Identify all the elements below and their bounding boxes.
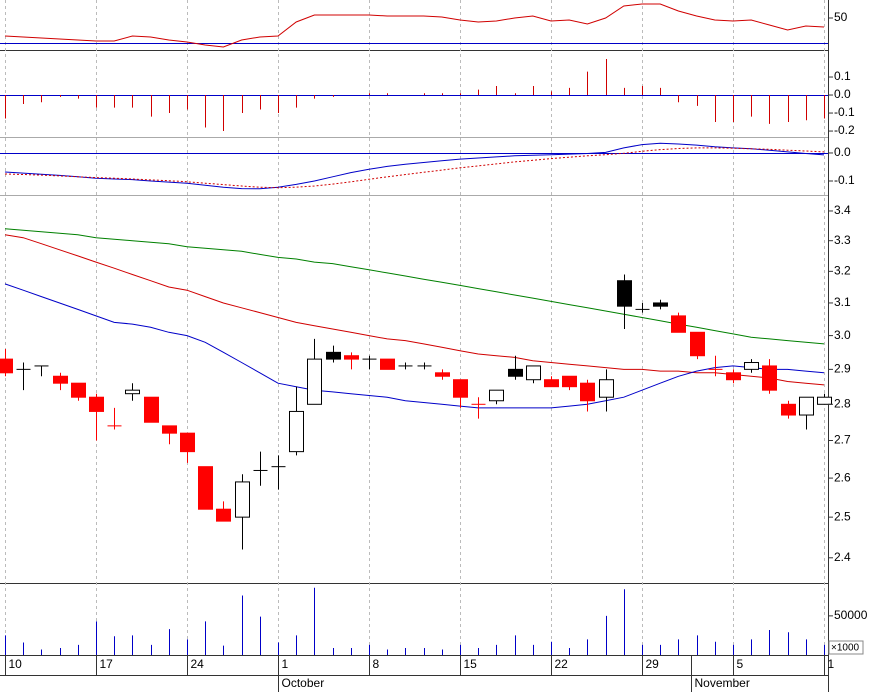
candle-body	[380, 358, 395, 370]
candle-body	[489, 389, 504, 402]
candle-body	[726, 372, 741, 381]
y-tick-label: 0.0	[834, 87, 851, 101]
y-tick-label: 2.8	[834, 396, 851, 410]
candle-body	[180, 432, 195, 453]
y-tick-label: 2.5	[834, 509, 851, 523]
candle-body	[71, 382, 86, 398]
candle-body	[216, 508, 231, 522]
y-tick-label: -0.1	[834, 105, 855, 119]
line	[4, 283, 825, 409]
candle-body	[599, 379, 614, 398]
candle-body	[344, 355, 359, 360]
panel	[5, 587, 825, 655]
x-tick-label: 15	[464, 657, 478, 671]
x-tick-label: 8	[373, 657, 380, 671]
y-tick-label: -0.1	[834, 173, 855, 187]
panel	[0, 142, 828, 190]
x-tick-label: 22	[555, 657, 569, 671]
candle-body	[53, 375, 68, 384]
panel	[0, 59, 828, 132]
x-tick-label: 17	[100, 657, 114, 671]
x-tick-label: 10	[9, 657, 23, 671]
x-tick-label: 5	[737, 657, 744, 671]
line	[4, 3, 825, 48]
y-tick-label: 2.7	[834, 433, 851, 447]
candle-body	[671, 315, 686, 333]
candle-body	[544, 379, 559, 388]
panel	[0, 228, 832, 550]
month-label: October	[282, 676, 325, 690]
candle-body	[125, 389, 140, 395]
candle-body	[799, 396, 814, 416]
candle-body	[307, 358, 322, 405]
x-tick-label: 29	[646, 657, 660, 671]
candle-body	[0, 358, 13, 374]
y-tick-label: 3.2	[834, 264, 851, 278]
y-tick-label: -0.2	[834, 123, 855, 137]
candle-body	[690, 331, 705, 357]
x-tick-label: 24	[191, 657, 205, 671]
y-tick-label: 50	[834, 10, 848, 24]
candle-body	[435, 372, 450, 377]
panel	[0, 3, 828, 48]
unit-box	[828, 640, 864, 655]
y-tick-label: 3.1	[834, 295, 851, 309]
line	[4, 147, 825, 189]
y-tick-label: 3.0	[834, 328, 851, 342]
month-label: November	[695, 676, 750, 690]
candle-body	[580, 382, 595, 402]
candle-body	[562, 375, 577, 388]
candle-body	[89, 396, 104, 412]
candle-body	[289, 410, 304, 453]
candle-body	[817, 396, 832, 405]
y-tick-label: 2.9	[834, 362, 851, 376]
y-tick-label: 3.4	[834, 203, 851, 217]
candle-body	[744, 362, 759, 370]
x-tick-label: 1	[282, 657, 289, 671]
candle-body	[781, 403, 796, 416]
y-tick-label: 50000	[834, 608, 868, 622]
y-tick-label: 0.1	[834, 69, 851, 83]
candle-body	[762, 365, 777, 391]
candle-body	[508, 368, 523, 377]
x-tick-label: 1	[828, 657, 835, 671]
y-tick-label: 2.6	[834, 470, 851, 484]
candle-body	[326, 351, 341, 360]
candle-body	[453, 379, 468, 398]
frame	[0, 0, 829, 692]
candle-body	[617, 280, 632, 307]
candle-body	[653, 302, 668, 307]
line	[4, 142, 825, 190]
line	[4, 228, 825, 345]
candle-body	[526, 365, 541, 381]
candle-body	[162, 425, 177, 434]
y-tick-label: 3.3	[834, 233, 851, 247]
candle-body	[144, 396, 159, 423]
y-unit-label: ×1000	[831, 643, 860, 654]
candle-body	[198, 466, 213, 510]
line	[4, 234, 825, 386]
y-tick-label: 2.4	[834, 550, 851, 564]
candle-body	[235, 481, 250, 518]
y-tick-label: 0.0	[834, 145, 851, 159]
